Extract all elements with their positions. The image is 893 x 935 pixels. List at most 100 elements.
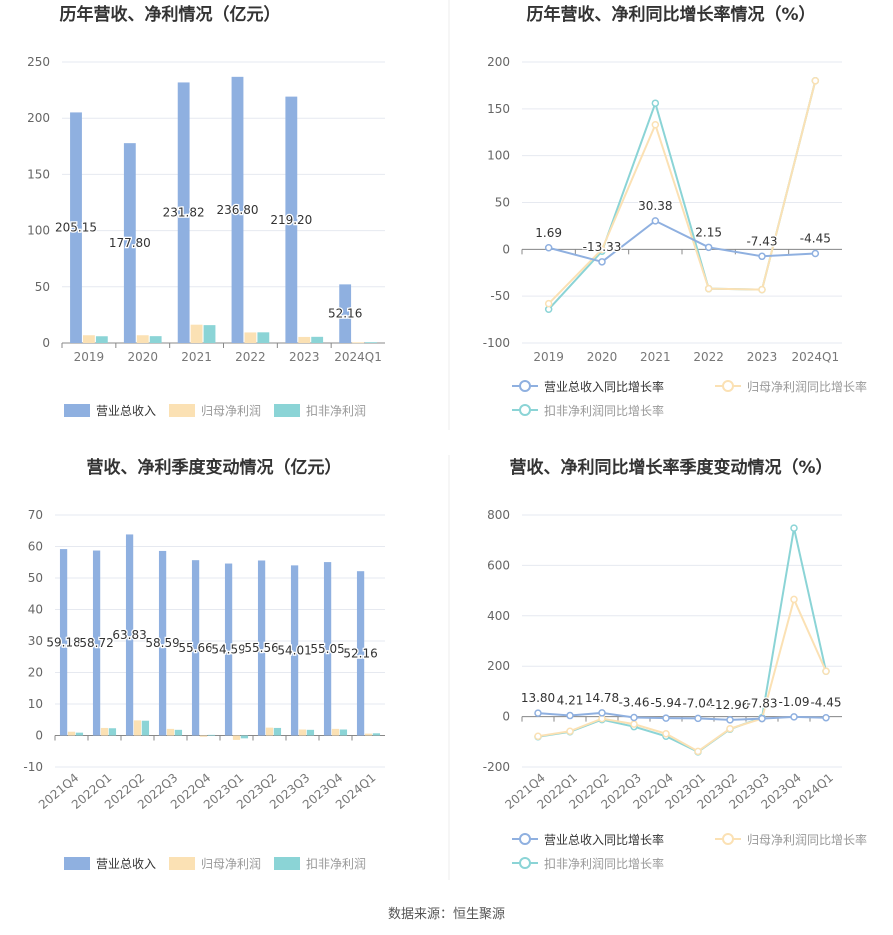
- chart-2: 营收、净利季度变动情况（亿元）-100102030405060702021Q42…: [23, 457, 385, 871]
- legend-swatch: [64, 857, 90, 870]
- y-tick-label: 50: [495, 196, 510, 210]
- x-tick-label: 2022: [235, 350, 266, 364]
- point: [726, 716, 734, 724]
- legend-label: 营业总收入同比增长率: [544, 832, 664, 847]
- bar: [257, 560, 266, 736]
- y-tick-label: 100: [27, 224, 50, 238]
- bar: [285, 96, 298, 343]
- bar: [133, 720, 142, 736]
- point: [566, 727, 574, 735]
- data-label: -7.04: [682, 696, 713, 710]
- data-label: 13.80: [521, 691, 555, 705]
- y-tick-label: 0: [42, 336, 50, 350]
- point: [598, 709, 606, 717]
- series-line: [537, 596, 827, 753]
- y-tick-label: 70: [28, 508, 43, 522]
- y-tick-label: 200: [487, 659, 510, 673]
- x-tick-label: 2020: [587, 350, 618, 364]
- bar: [311, 336, 324, 343]
- point: [704, 243, 713, 252]
- legend-label: 扣非净利润: [306, 857, 366, 871]
- data-label: 231.82: [163, 206, 205, 220]
- y-tick-label: -10: [23, 760, 43, 774]
- legend-swatch-marker: [519, 404, 531, 416]
- legend-swatch: [274, 404, 300, 417]
- data-label: 219.20: [270, 213, 312, 227]
- legend-label: 营业总收入: [96, 857, 156, 871]
- x-tick-label: 2019: [533, 350, 564, 364]
- bar: [365, 342, 377, 344]
- chart-title: 营收、净利同比增长率季度变动情况（%）: [509, 457, 832, 478]
- point: [811, 76, 820, 85]
- point: [566, 711, 574, 720]
- point: [694, 714, 702, 723]
- bar: [177, 82, 190, 343]
- legend-swatch-marker: [722, 833, 734, 845]
- data-label: -4.45: [800, 232, 831, 246]
- chart-title: 营收、净利季度变动情况（亿元）: [87, 457, 342, 478]
- point: [651, 217, 660, 225]
- data-label: 59.18: [46, 635, 80, 649]
- x-tick-label: 2024Q1: [334, 350, 382, 364]
- bar: [273, 727, 282, 736]
- y-tick-label: 40: [28, 603, 43, 617]
- x-tick-label: 2019: [74, 350, 105, 364]
- data-label: 55.05: [310, 642, 344, 656]
- x-tick-label: 2023: [747, 350, 778, 364]
- bar: [123, 143, 136, 343]
- bar: [141, 720, 150, 736]
- series-line: [537, 711, 827, 721]
- x-tick-label: 2021: [181, 350, 212, 364]
- point: [704, 284, 713, 293]
- bar: [339, 284, 352, 343]
- bar: [298, 729, 307, 736]
- legend-swatch: [169, 404, 195, 417]
- point: [662, 714, 670, 722]
- data-label: 14.78: [585, 691, 619, 705]
- y-tick-label: 100: [487, 149, 510, 163]
- bar: [240, 735, 249, 739]
- legend-label: 扣非净利润: [306, 404, 366, 418]
- legend-swatch-marker: [519, 380, 531, 392]
- chart-title: 历年营收、净利情况（亿元）: [60, 4, 281, 25]
- y-tick-label: 50: [35, 280, 50, 294]
- y-tick-label: 200: [27, 111, 50, 125]
- chart-1: 历年营收、净利同比增长率情况（%） -100 -50 0 50 100 150 200 2019…: [483, 4, 867, 418]
- y-tick-label: -200: [483, 760, 510, 774]
- data-label: -4.45: [810, 696, 841, 710]
- y-tick-label: 0: [502, 710, 510, 724]
- legend-swatch-marker: [519, 833, 531, 845]
- series-line: [547, 80, 817, 305]
- legend-swatch-marker: [519, 857, 531, 869]
- data-label: -13.33: [583, 240, 622, 254]
- point: [822, 667, 830, 675]
- bar: [95, 336, 108, 343]
- bar: [232, 735, 241, 740]
- bar: [323, 562, 332, 736]
- legend-label: 归母净利润同比增长率: [747, 832, 867, 847]
- bar: [149, 336, 162, 343]
- y-tick-label: 10: [28, 697, 43, 711]
- legend-label: 营业总收入: [96, 404, 156, 418]
- data-label: 52.16: [343, 646, 377, 660]
- point: [534, 709, 542, 717]
- legend-label: 归母净利润: [201, 404, 261, 418]
- point: [822, 713, 830, 722]
- data-label: 52.16: [328, 307, 362, 321]
- bar: [100, 727, 109, 736]
- data-source-note: 数据来源：恒生聚源: [387, 907, 505, 922]
- data-label: -12.96: [711, 698, 750, 712]
- x-tick-label: 2023: [289, 350, 320, 364]
- point: [651, 121, 660, 129]
- point: [630, 720, 638, 728]
- chart-0: 历年营收、净利情况（亿元） 0 50 100 150 200 250 2019 2020 2021…: [27, 4, 385, 418]
- data-label: 55.56: [244, 641, 278, 655]
- y-tick-label: 20: [28, 666, 43, 680]
- x-tick-label: 2022: [693, 350, 724, 364]
- bar: [191, 560, 200, 736]
- point: [790, 713, 798, 721]
- bar: [207, 734, 216, 736]
- bar: [136, 335, 149, 343]
- data-label: -7.83: [746, 697, 777, 711]
